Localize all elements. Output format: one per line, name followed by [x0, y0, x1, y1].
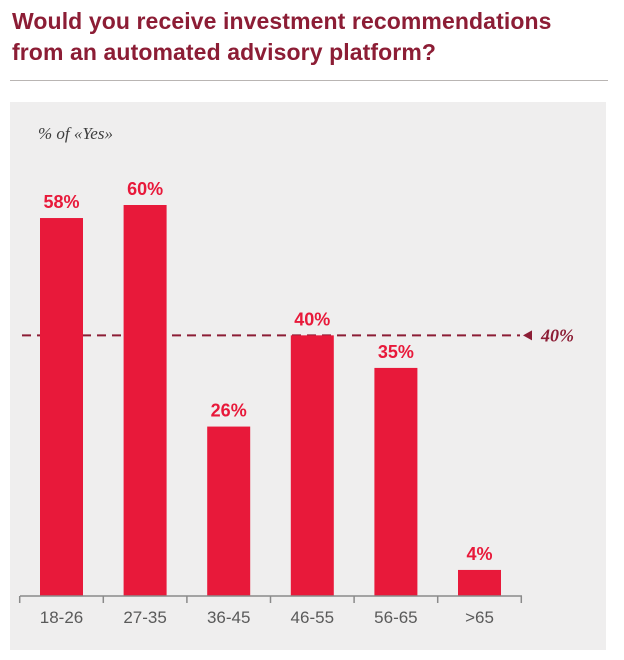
bar-5 — [458, 569, 501, 596]
x-axis: 18-26 27-35 36-45 46-55 56-65 >65 — [18, 595, 523, 627]
bar-1 — [123, 205, 167, 596]
bar-0 — [40, 218, 83, 597]
bar-2 — [207, 426, 251, 596]
title-divider — [10, 80, 608, 81]
data-label-2: 26% — [211, 401, 247, 421]
data-label-5: 4% — [466, 544, 492, 564]
reference-arrow-icon — [523, 330, 532, 341]
x-tick-label-0: 18-26 — [40, 608, 83, 627]
data-label-0: 58% — [43, 192, 79, 212]
reference-line-label: 40% — [540, 325, 574, 345]
x-tick-label-4: 56-65 — [374, 608, 417, 627]
chart-title-line-1: Would you receive investment recommendat… — [12, 8, 552, 34]
x-tick-label-2: 36-45 — [207, 608, 250, 627]
chart-title-line-2: from an automated advisory platform? — [12, 39, 437, 65]
chart-title: Would you receive investment recommendat… — [12, 6, 612, 68]
x-tick-label-5: >65 — [465, 608, 494, 627]
data-labels-group: 58% 60% 26% 40% 35% 4% — [43, 179, 492, 564]
y-axis-unit-label: % of «Yes» — [38, 124, 113, 143]
x-tick-label-3: 46-55 — [291, 608, 334, 627]
reference-line-group: 40% — [22, 325, 574, 345]
bars-group — [40, 205, 501, 597]
data-label-3: 40% — [294, 309, 330, 329]
data-label-1: 60% — [127, 179, 163, 199]
bar-4 — [374, 367, 418, 596]
data-label-4: 35% — [378, 342, 414, 362]
x-tick-label-1: 27-35 — [123, 608, 166, 627]
bar-3 — [290, 335, 334, 596]
